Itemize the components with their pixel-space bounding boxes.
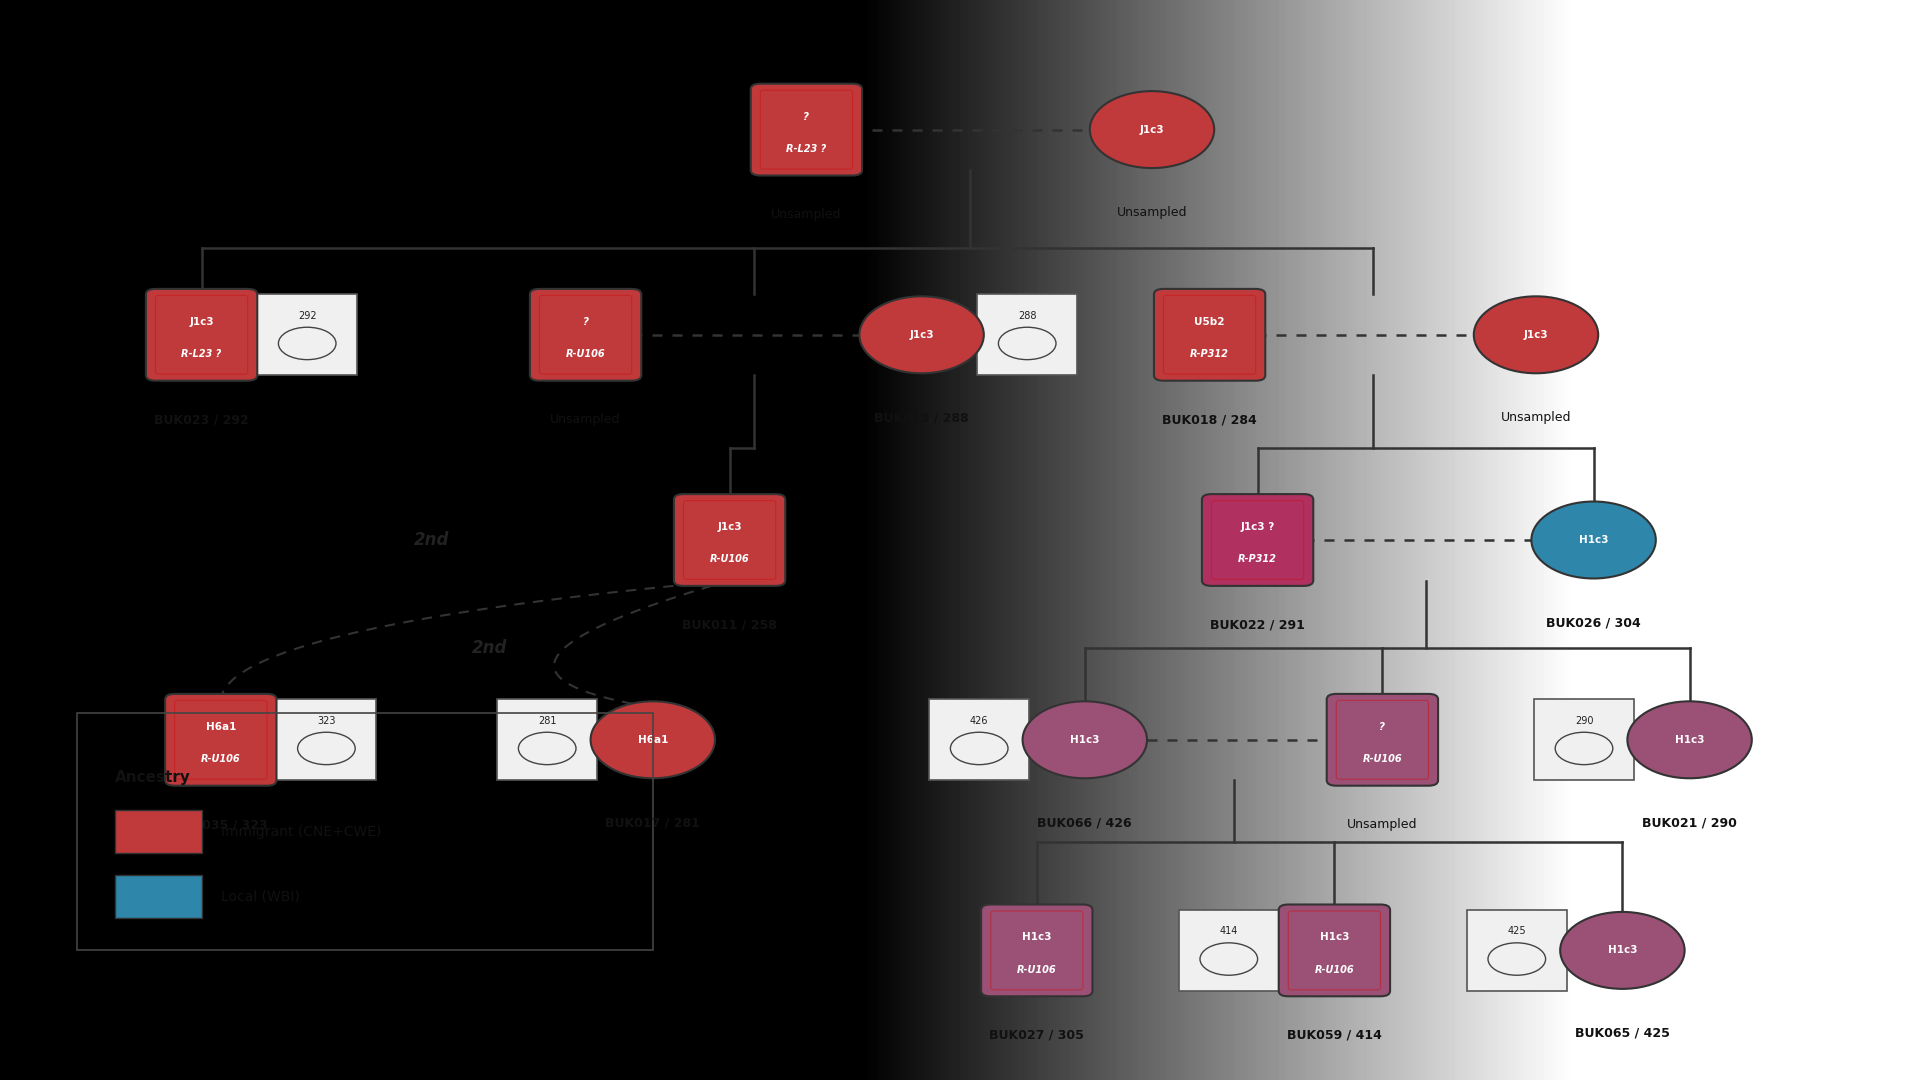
Text: BUK017 / 281: BUK017 / 281 (605, 816, 701, 829)
Text: R-L23 ?: R-L23 ? (787, 144, 826, 154)
FancyBboxPatch shape (1467, 909, 1567, 991)
Text: R-U106: R-U106 (1315, 964, 1354, 975)
Text: H1c3: H1c3 (1021, 932, 1052, 943)
Text: H1c3: H1c3 (1319, 932, 1350, 943)
Text: Ancestry: Ancestry (115, 770, 192, 785)
FancyBboxPatch shape (1202, 495, 1313, 585)
Text: H6a1: H6a1 (205, 721, 236, 732)
FancyBboxPatch shape (497, 700, 597, 780)
Text: Unsampled: Unsampled (1117, 206, 1187, 219)
FancyBboxPatch shape (1327, 693, 1438, 786)
Text: H1c3: H1c3 (1578, 535, 1609, 545)
Text: Unsampled: Unsampled (551, 413, 620, 427)
Text: R-U106: R-U106 (566, 349, 605, 360)
Text: 2nd: 2nd (415, 531, 449, 549)
Text: 290: 290 (1574, 715, 1594, 726)
FancyBboxPatch shape (115, 875, 202, 918)
Text: H1c3: H1c3 (1607, 945, 1638, 956)
Text: 292: 292 (298, 311, 317, 321)
Text: BUK059 / 414: BUK059 / 414 (1286, 1028, 1382, 1042)
Text: 323: 323 (317, 715, 336, 726)
Text: ?: ? (803, 111, 810, 122)
Ellipse shape (1561, 912, 1684, 989)
Text: BUK065 / 425: BUK065 / 425 (1574, 1027, 1670, 1040)
Text: 288: 288 (1018, 311, 1037, 321)
Text: R-U106: R-U106 (202, 754, 240, 765)
FancyBboxPatch shape (977, 295, 1077, 376)
Ellipse shape (1532, 501, 1655, 579)
Text: Unsampled: Unsampled (1348, 819, 1417, 832)
Text: BUK021 / 290: BUK021 / 290 (1642, 816, 1738, 829)
Text: R-P312: R-P312 (1190, 349, 1229, 360)
Ellipse shape (1475, 296, 1597, 374)
Text: R-L23 ?: R-L23 ? (182, 349, 221, 360)
Text: 426: 426 (970, 715, 989, 726)
Text: H1c3: H1c3 (1069, 734, 1100, 745)
Text: 414: 414 (1219, 927, 1238, 936)
Text: J1c3: J1c3 (718, 522, 741, 532)
Text: U5b2: U5b2 (1194, 316, 1225, 327)
Text: BUK035 / 323: BUK035 / 323 (173, 819, 269, 832)
FancyBboxPatch shape (929, 700, 1029, 780)
Text: J1c3: J1c3 (1140, 124, 1164, 135)
Text: ?: ? (582, 316, 589, 327)
FancyBboxPatch shape (1534, 700, 1634, 780)
Ellipse shape (1023, 701, 1146, 779)
FancyBboxPatch shape (1279, 905, 1390, 996)
Text: R-U106: R-U106 (1018, 964, 1056, 975)
Text: R-U106: R-U106 (1363, 754, 1402, 765)
Text: J1c3: J1c3 (910, 329, 933, 340)
FancyBboxPatch shape (981, 905, 1092, 996)
Text: BUK066 / 426: BUK066 / 426 (1037, 816, 1133, 829)
Text: BUK022 / 291: BUK022 / 291 (1210, 618, 1306, 632)
Text: BUK027 / 305: BUK027 / 305 (989, 1028, 1085, 1042)
FancyBboxPatch shape (1154, 289, 1265, 381)
Text: H1c3: H1c3 (1674, 734, 1705, 745)
Text: R-U106: R-U106 (710, 554, 749, 565)
Text: Unsampled: Unsampled (772, 207, 841, 221)
Text: BUK023 / 292: BUK023 / 292 (154, 413, 250, 427)
FancyBboxPatch shape (276, 700, 376, 780)
FancyBboxPatch shape (257, 295, 357, 376)
Text: R-P312: R-P312 (1238, 554, 1277, 565)
Ellipse shape (1091, 91, 1213, 168)
Text: 425: 425 (1507, 927, 1526, 936)
Text: Immigrant (CNE+CWE): Immigrant (CNE+CWE) (221, 825, 382, 838)
Text: J1c3 ?: J1c3 ? (1240, 522, 1275, 532)
Text: Unsampled: Unsampled (1501, 411, 1571, 424)
FancyBboxPatch shape (751, 84, 862, 175)
Text: H6a1: H6a1 (637, 734, 668, 745)
FancyBboxPatch shape (146, 289, 257, 381)
Text: 2nd: 2nd (472, 639, 507, 657)
Text: BUK019 / 288: BUK019 / 288 (874, 411, 970, 424)
FancyBboxPatch shape (674, 495, 785, 585)
FancyBboxPatch shape (1179, 909, 1279, 991)
Text: 281: 281 (538, 715, 557, 726)
Text: BUK026 / 304: BUK026 / 304 (1546, 617, 1642, 630)
FancyBboxPatch shape (115, 810, 202, 853)
Text: Local (WBI): Local (WBI) (221, 890, 300, 903)
Text: J1c3: J1c3 (190, 316, 213, 327)
FancyBboxPatch shape (165, 693, 276, 786)
FancyBboxPatch shape (530, 289, 641, 381)
Ellipse shape (591, 701, 714, 779)
Text: ?: ? (1379, 721, 1386, 732)
Ellipse shape (1628, 701, 1751, 779)
Ellipse shape (860, 296, 983, 374)
Text: BUK018 / 284: BUK018 / 284 (1162, 413, 1258, 427)
Text: J1c3: J1c3 (1524, 329, 1548, 340)
Text: BUK011 / 258: BUK011 / 258 (682, 618, 778, 632)
